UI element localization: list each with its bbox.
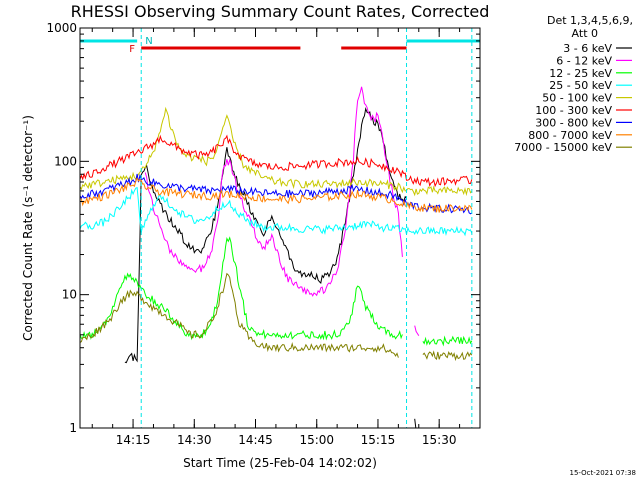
y-axis-label: Corrected Count Rate (s⁻¹ detector⁻¹) [21,115,35,341]
chart-footer: 15-Oct-2021 07:38 [570,469,636,477]
y-tick-label-2: 100 [54,154,77,168]
legend-label-2: 12 - 25 keV [549,67,612,80]
x-tick-label-1: 14:30 [177,433,212,447]
series-line-5 [80,134,473,188]
legend-header-line-2: Att 0 [572,27,598,40]
legend-label-3: 25 - 50 keV [549,79,612,92]
legend-label-7: 800 - 7000 keV [528,129,612,142]
legend-label-6: 300 - 800 keV [535,116,612,129]
legend-label-4: 50 - 100 keV [542,92,612,105]
chart-title: RHESSI Observing Summary Count Rates, Co… [71,2,490,21]
legend-header-line-1: Det 1,3,4,5,6,9, [547,14,633,27]
plot-area: FN 1 10 100 1000 14:15 14:30 14:45 15:00 15:15 15:… [46,21,481,447]
x-tick-label-0: 14:15 [116,433,151,447]
x-tick-label-3: 15:00 [299,433,334,447]
x-tick-label-2: 14:45 [238,433,273,447]
series-line-0 [124,106,417,428]
legend-label-5: 100 - 300 keV [535,104,612,117]
x-axis-label: Start Time (25-Feb-04 14:02:02) [183,456,377,470]
y-tick-label-3: 1000 [46,21,77,35]
plot-frame [79,27,481,429]
y-tick-label-1: 10 [62,288,77,302]
flag-f-label: F [129,44,135,55]
series-line-2 [80,236,473,347]
legend-label-0: 3 - 6 keV [563,42,612,55]
legend-label-1: 6 - 12 keV [556,54,612,67]
series-line-8 [80,272,473,362]
legend-label-8: 7000 - 15000 keV [514,141,612,154]
y-tick-label-0: 1 [69,421,77,435]
x-tick-label-4: 15:15 [361,433,396,447]
flag-n-label: N [145,36,152,47]
x-tick-label-5: 15:30 [422,433,457,447]
series-line-1 [144,86,420,336]
